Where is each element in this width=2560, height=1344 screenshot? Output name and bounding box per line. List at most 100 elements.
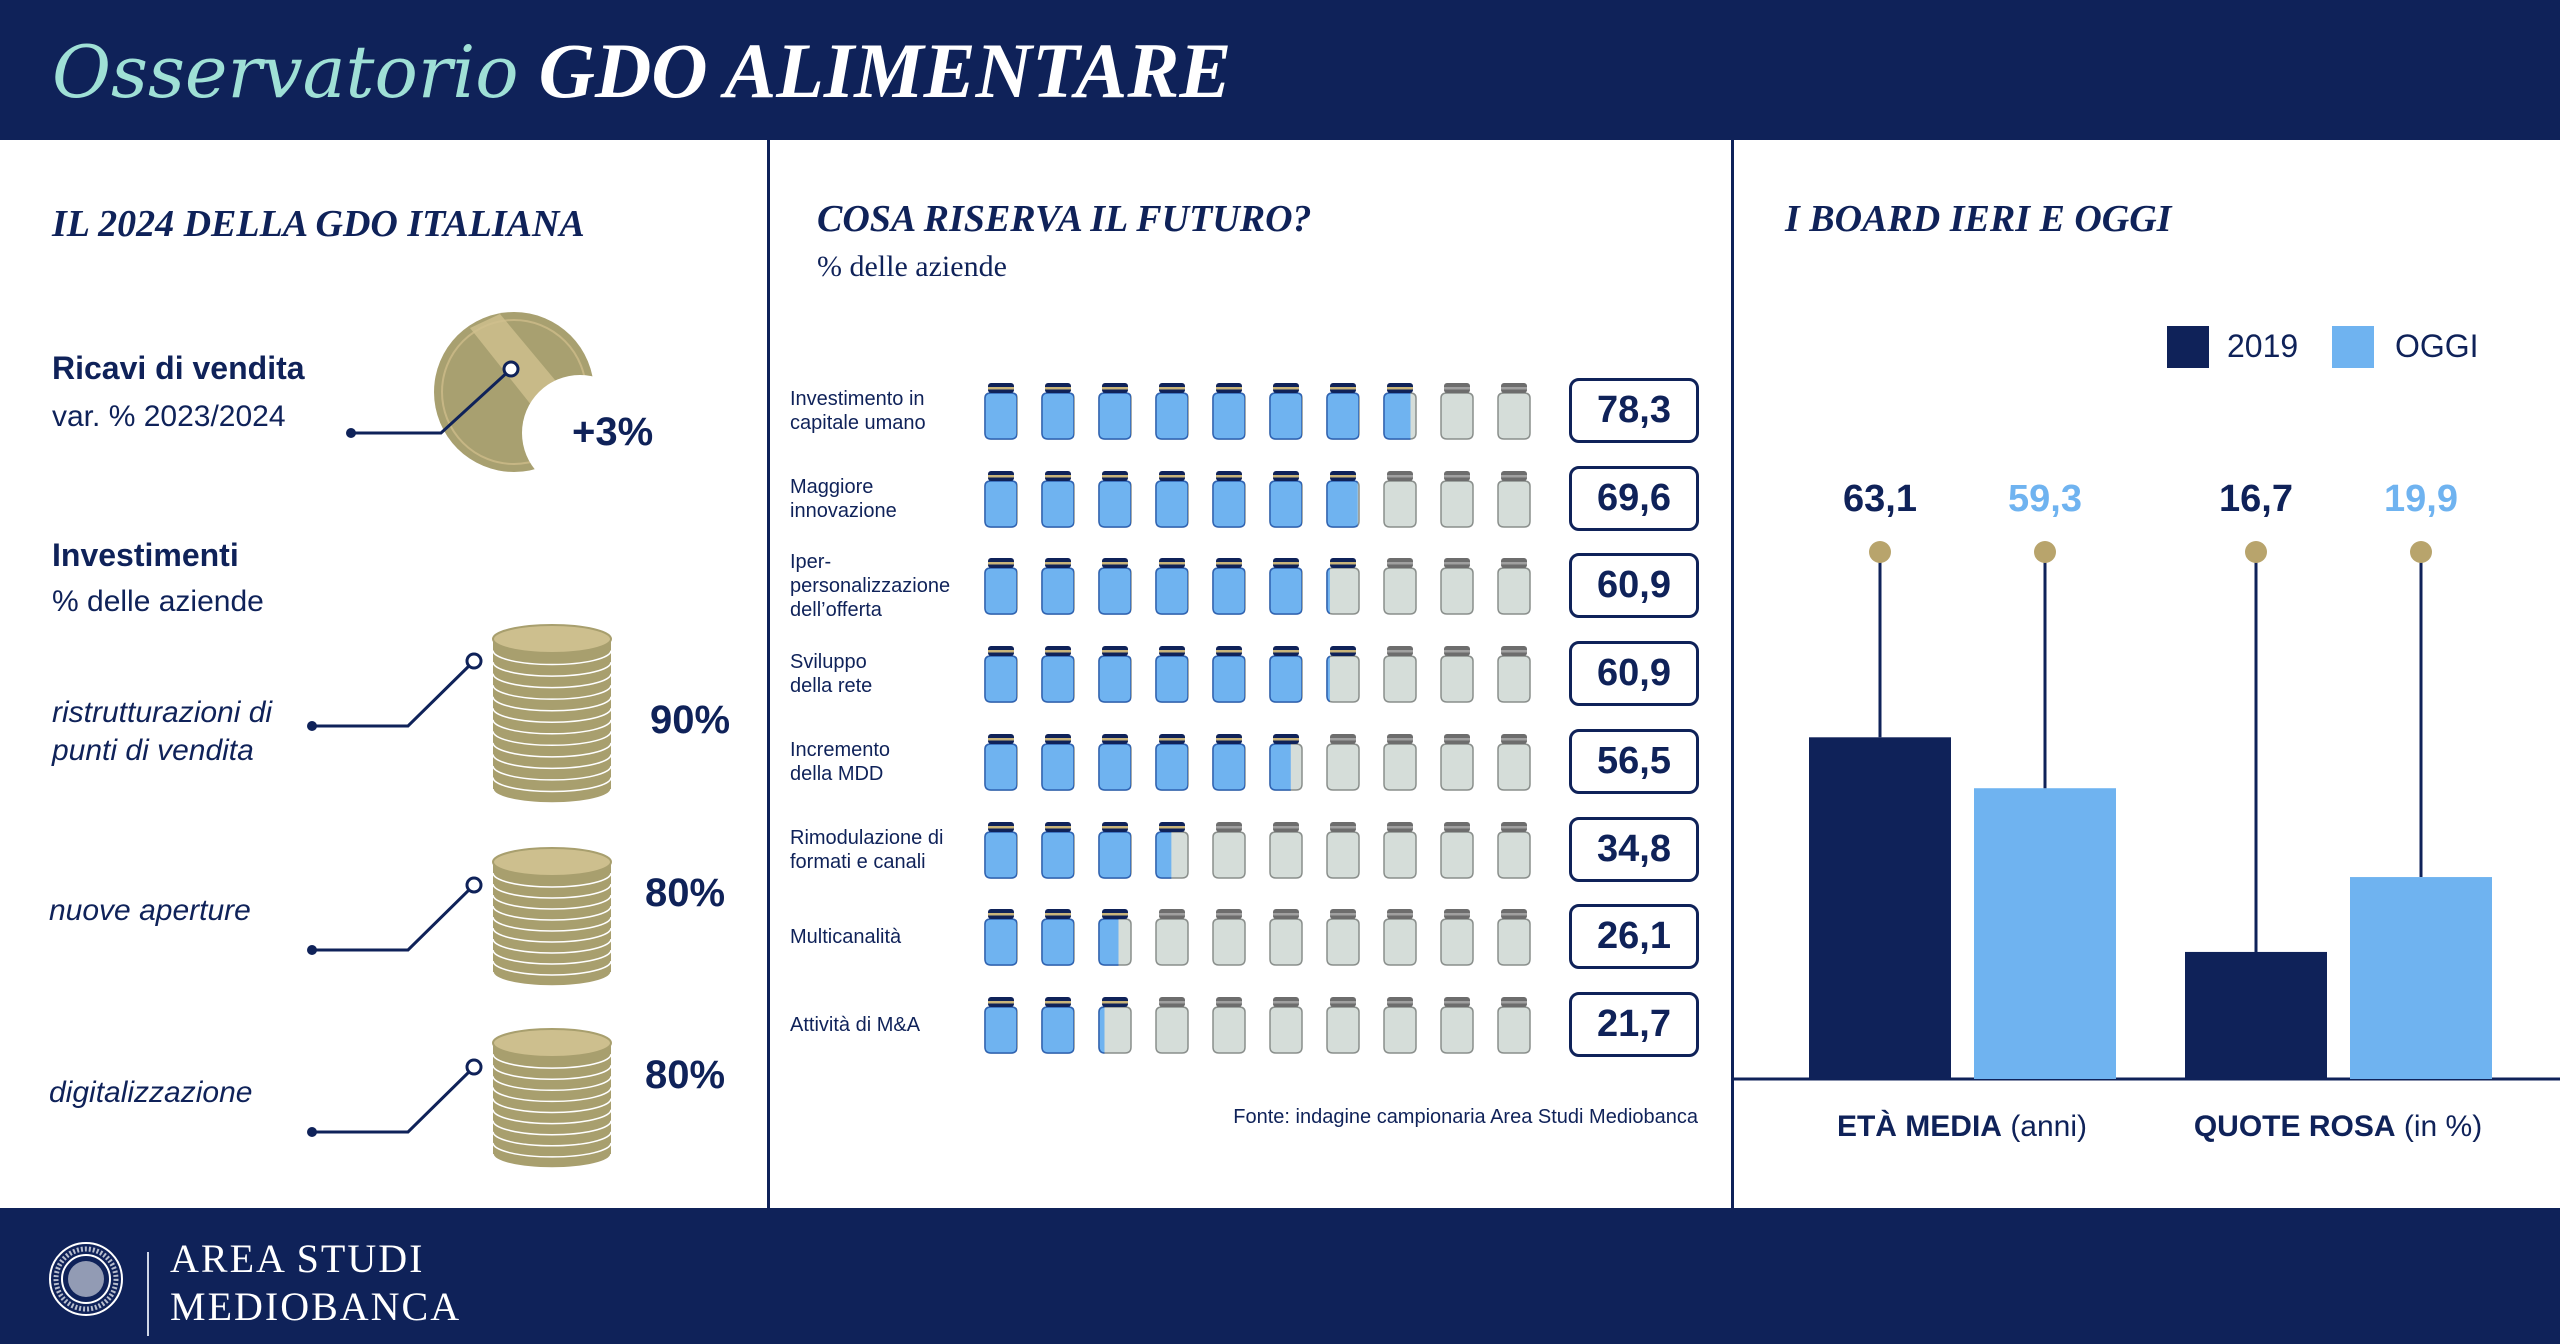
jar-icon-empty [1497, 733, 1531, 791]
legend-label-2019: 2019 [2227, 328, 2299, 364]
jar-icon-filled [1098, 821, 1132, 879]
jar-icon-filled [984, 996, 1018, 1054]
jar-icon-filled [1326, 470, 1360, 528]
connector-end [465, 1058, 483, 1076]
jar-icon-filled [984, 558, 1018, 616]
label-line: punti di vendita [52, 734, 254, 767]
jar-icon-filled [1098, 909, 1132, 966]
connector-end [465, 652, 483, 670]
jar-icon-filled [1098, 733, 1132, 791]
jar-icon-empty [1497, 996, 1531, 1054]
jar-icon-filled [1155, 646, 1189, 703]
jar-icon-filled [1269, 646, 1303, 703]
jar-icon-empty [1326, 996, 1360, 1054]
jar-icon-empty [1440, 470, 1474, 528]
value-box: 34,8 [1569, 816, 1699, 882]
jar-icon-filled [1269, 383, 1303, 440]
brand-line2: MEDIOBANCA [170, 1284, 462, 1329]
jar-icon-empty [1440, 558, 1474, 616]
row-label: Incremento della MDD [790, 738, 980, 786]
bar-value-label: 16,7 [2219, 478, 2293, 520]
row-label: Investimento in capitale umano [790, 387, 980, 435]
jar-icon-filled [1326, 646, 1360, 703]
coin-stack [492, 624, 612, 804]
jar-icon-filled [1098, 646, 1132, 703]
coin-icon [346, 312, 638, 490]
jar-icon-filled [1212, 383, 1246, 440]
lollipop-dot [1869, 541, 1891, 563]
jar-icon-empty [1155, 996, 1189, 1054]
connector-dot [307, 721, 317, 731]
jar-icon-filled [984, 470, 1018, 528]
brand-line1: AREA STUDI [170, 1236, 425, 1281]
jar-icon-filled [984, 821, 1018, 879]
divider [767, 140, 770, 1208]
legend-label-oggi: OGGI [2395, 328, 2479, 364]
row-label-line: Investimento in [790, 388, 925, 410]
right-section-title: I BOARD IERI E OGGI [1785, 198, 2172, 240]
row-label: Multicanalità [790, 925, 980, 949]
row-label-line: Incremento [790, 738, 891, 761]
jar-icon-empty [1383, 821, 1417, 879]
jar-icon-empty [1383, 470, 1417, 528]
jar-icon-empty [1440, 733, 1474, 791]
jar-icon-empty [1269, 821, 1303, 879]
jar-icon-empty [1440, 646, 1474, 703]
jar-icon-filled [1155, 470, 1189, 528]
jar-icon-filled [984, 733, 1018, 791]
bar-oggi [1974, 788, 2116, 1079]
jar-icon-filled [1269, 733, 1303, 791]
row-label-line: personalizzazione [790, 575, 951, 598]
category-unit: (anni) [2010, 1110, 2088, 1143]
middle-section-subtitle: % delle aziende [817, 250, 1007, 283]
jar-icon-empty [1155, 909, 1189, 966]
value-box: 78,3 [1569, 378, 1699, 443]
jar-icon-filled [1155, 821, 1189, 879]
jar-icon-empty [1383, 733, 1417, 791]
jar-icon-filled [1041, 821, 1075, 879]
bar-value-label: 63,1 [1843, 478, 1917, 520]
jar-icon-empty [1440, 909, 1474, 966]
row-label: Rimodulazione di formati e canali [790, 826, 980, 874]
jar-icon-filled [1041, 646, 1075, 703]
row-label: Iper-personalizzazione dell’offerta [790, 550, 980, 622]
jar-icon-empty [1497, 470, 1531, 528]
jar-icon-empty [1497, 383, 1531, 440]
jar-icon-empty [1440, 821, 1474, 879]
jar-icon-empty [1212, 909, 1246, 966]
jar-icon-filled [1212, 558, 1246, 616]
jar-icon-empty [1212, 996, 1246, 1054]
jar-icon-filled [1155, 733, 1189, 791]
jar-icon-filled [1155, 558, 1189, 616]
row-label-line: innovazione [790, 499, 897, 522]
jar-icon-filled [1098, 558, 1132, 616]
coin-stack [492, 1028, 612, 1169]
lollipop-dot [2034, 541, 2056, 563]
jar-icon-filled [984, 909, 1018, 966]
title-part1: Osservatorio [52, 30, 519, 114]
category-name: ETÀ MEDIA [1836, 1110, 2002, 1143]
investment-value: 80% [645, 1053, 726, 1097]
category-label-eta: ETÀ MEDIA (anni) [1812, 1110, 2112, 1144]
row-label-line: Multicanalità [790, 926, 902, 949]
jar-icon-filled [984, 646, 1018, 703]
jar-icon-filled [1041, 558, 1075, 616]
jar-icon-filled [1269, 470, 1303, 528]
jar-icon-filled [1098, 470, 1132, 528]
left-section-title: IL 2024 DELLA GDO ITALIANA [52, 203, 585, 245]
jar-icon-filled [1098, 383, 1132, 440]
row-label-line: dell’offerta [790, 599, 882, 622]
jar-icon-empty [1326, 821, 1360, 879]
row-label: Sviluppo della rete [790, 650, 980, 698]
jar-icon-empty [1383, 646, 1417, 703]
footer-divider [147, 1252, 149, 1336]
investment-label: digitalizzazione [49, 1076, 253, 1109]
connector-dot [307, 945, 317, 955]
bar-oggi [2350, 877, 2492, 1079]
category-unit: (in %) [2403, 1110, 2483, 1143]
value-box: 60,9 [1569, 641, 1699, 707]
jar-icon-empty [1383, 909, 1417, 966]
legend-swatch-oggi [2332, 326, 2374, 368]
jar-icon-filled [1041, 470, 1075, 528]
value-box: 56,5 [1569, 728, 1699, 794]
